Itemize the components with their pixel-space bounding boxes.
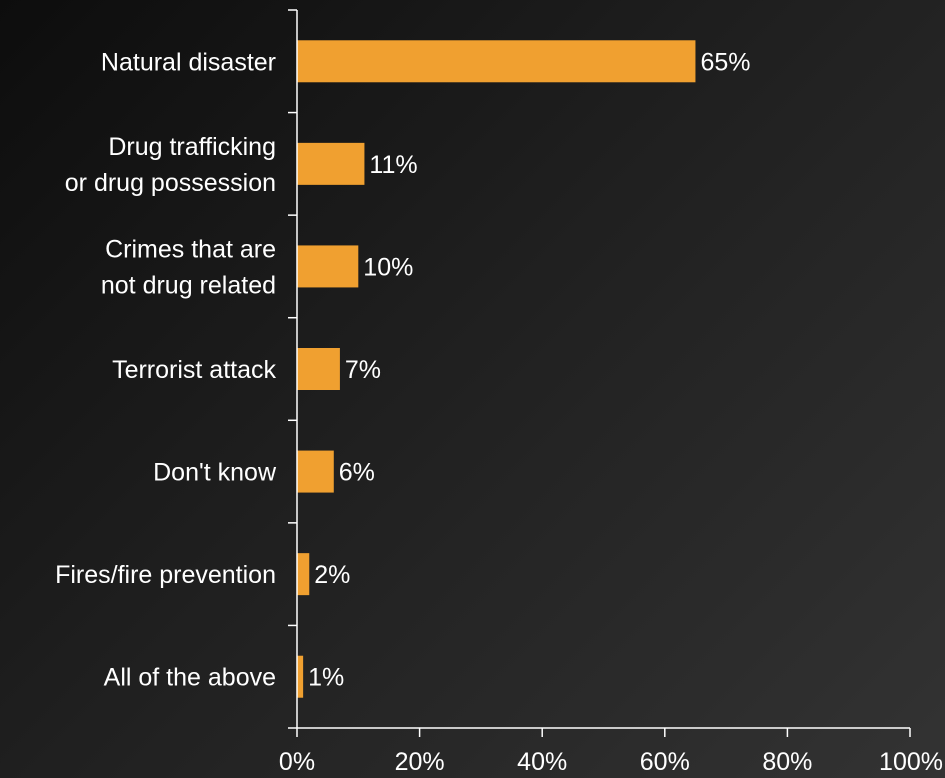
- labels-group: 65% Natural disaster 11% Drug trafficking or…: [55, 48, 750, 691]
- bar: [297, 142, 365, 185]
- category-label-line: Fires/fire prevention: [55, 561, 276, 589]
- category-label: Don't know: [153, 459, 277, 487]
- x-tick-label: 60%: [640, 748, 690, 776]
- bars-group: [297, 40, 696, 698]
- x-tick-label: 0%: [279, 748, 315, 776]
- category-label-line: Natural disaster: [101, 48, 276, 76]
- x-tick-label: 40%: [517, 748, 567, 776]
- value-label: 11%: [369, 151, 417, 179]
- value-label: 2%: [314, 561, 350, 589]
- category-label-line: or drug possession: [65, 169, 276, 197]
- value-label: 7%: [345, 356, 381, 384]
- category-label-line: Don't know: [153, 459, 277, 487]
- category-label-line: not drug related: [101, 271, 276, 299]
- value-label: 6%: [339, 459, 375, 487]
- category-label: Drug trafficking or drug possession: [65, 133, 276, 197]
- value-label: 65%: [700, 48, 750, 76]
- category-label: Crimes that are not drug related: [101, 235, 276, 299]
- bar: [297, 655, 304, 698]
- x-tick-label: 80%: [762, 748, 812, 776]
- category-label: Terrorist attack: [112, 356, 276, 384]
- category-label: Natural disaster: [101, 48, 276, 76]
- bar: [297, 450, 334, 493]
- bar: [297, 348, 340, 390]
- axes-group: 0% 20% 40% 60% 80% 100%: [279, 9, 943, 776]
- category-label-line: Crimes that are: [105, 235, 276, 263]
- value-label: 10%: [363, 253, 413, 281]
- category-label: All of the above: [104, 664, 276, 692]
- bar: [297, 245, 359, 288]
- category-label-line: All of the above: [104, 664, 276, 692]
- category-label-line: Terrorist attack: [112, 356, 276, 384]
- category-label-line: Drug trafficking: [108, 133, 276, 161]
- x-tick-label: 100%: [879, 748, 943, 776]
- x-tick-label: 20%: [395, 748, 445, 776]
- category-label: Fires/fire prevention: [55, 561, 276, 589]
- bar: [297, 40, 696, 83]
- value-label: 1%: [308, 664, 344, 692]
- bar: [297, 553, 310, 596]
